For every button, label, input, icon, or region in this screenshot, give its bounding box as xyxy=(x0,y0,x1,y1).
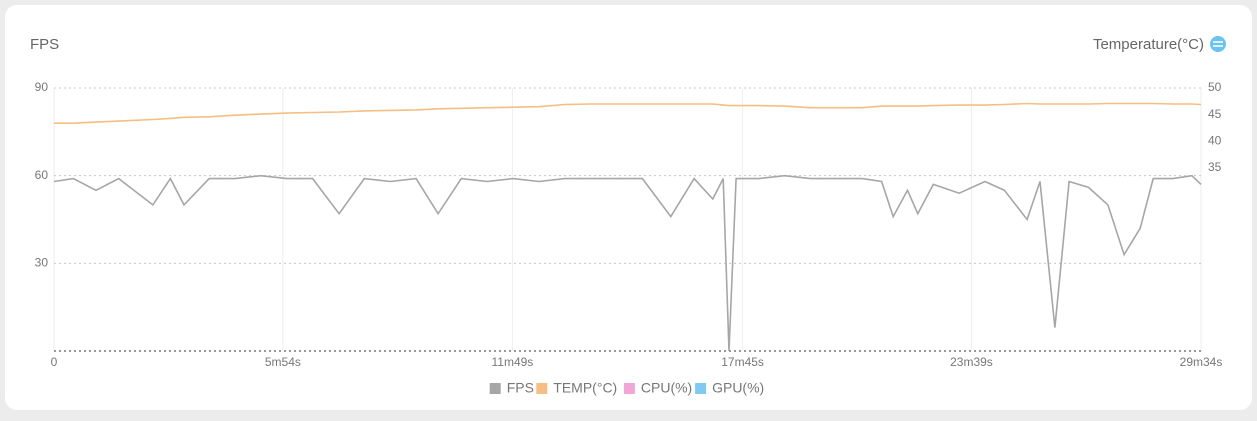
y2-axis-title: Temperature(°C) xyxy=(1093,36,1204,53)
y-tick-label: 30 xyxy=(35,256,49,270)
y2-tick-label: 45 xyxy=(1208,107,1222,121)
x-tick-label: 0 xyxy=(51,355,58,369)
y2-tick-label: 35 xyxy=(1208,160,1222,174)
legend-label: TEMP(°C) xyxy=(553,380,617,396)
legend-swatch xyxy=(623,383,635,394)
legend-label: GPU(%) xyxy=(712,380,764,396)
y2-tick-label: 40 xyxy=(1208,134,1222,148)
y-tick-label: 90 xyxy=(35,80,49,94)
y-tick-label: 60 xyxy=(35,168,49,182)
legend-label: FPS xyxy=(507,380,534,396)
card xyxy=(5,5,1252,410)
series-line xyxy=(53,174,1202,352)
legend-label: CPU(%) xyxy=(641,380,692,396)
legend-swatch xyxy=(695,383,707,394)
y-axis-title: FPS xyxy=(30,36,59,53)
x-tick-label: 17m45s xyxy=(721,355,764,369)
legend-swatch xyxy=(489,383,501,394)
series-line xyxy=(54,102,1202,124)
x-tick-label: 11m49s xyxy=(492,355,534,369)
y2-tick-label: 50 xyxy=(1208,80,1222,94)
x-tick-label: 5m54s xyxy=(265,355,301,369)
x-tick-label: 29m34s xyxy=(1180,355,1223,369)
toggle-icon[interactable] xyxy=(1210,36,1226,52)
legend-swatch xyxy=(536,383,548,394)
x-tick-label: 23m39s xyxy=(950,355,993,369)
